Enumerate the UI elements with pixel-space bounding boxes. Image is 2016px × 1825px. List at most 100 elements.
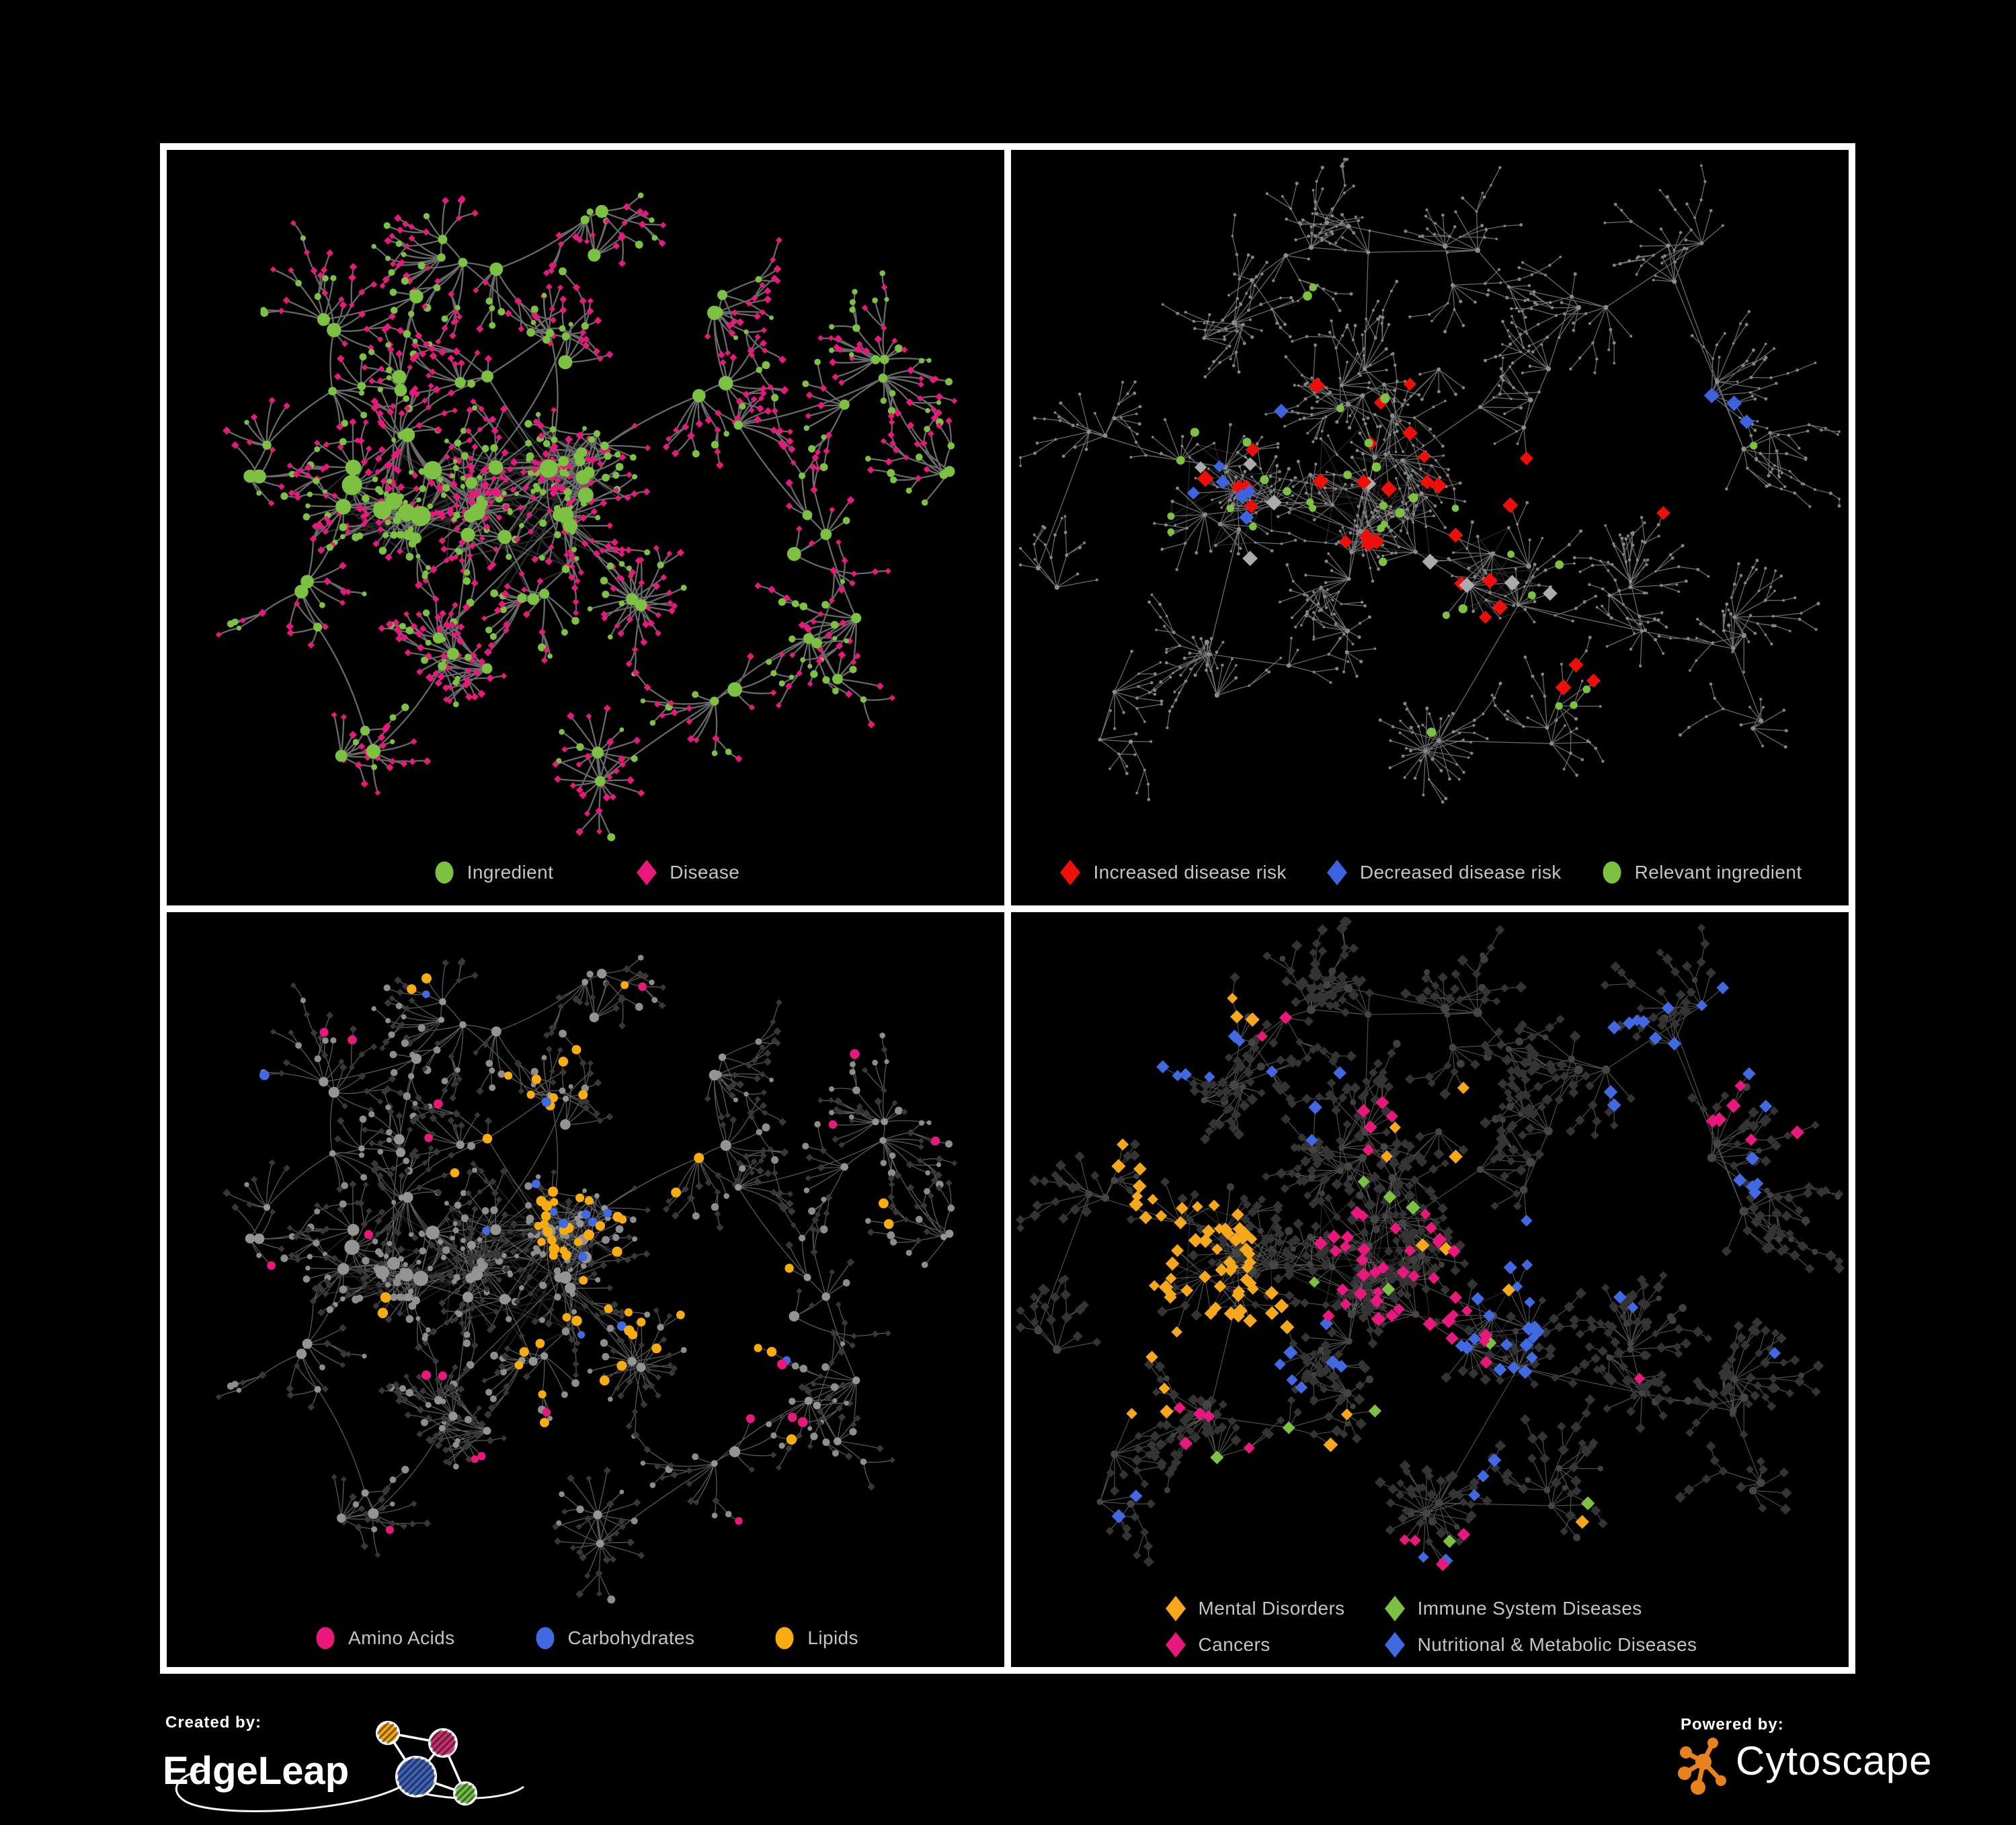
- hub-node: [1308, 473, 1313, 477]
- leaf-node: [452, 1109, 460, 1118]
- leaf-node: [1700, 164, 1703, 167]
- leaf-node: [362, 494, 370, 503]
- leaf-node: [503, 620, 511, 628]
- leaf-node: [1342, 633, 1346, 636]
- leaf-node: [1516, 442, 1519, 445]
- leaf-node: [1532, 290, 1536, 294]
- leaf-node: [1429, 991, 1440, 1002]
- leaf-node: [1150, 1430, 1161, 1442]
- leaf-node: [811, 1215, 819, 1223]
- leaf-node: [1441, 213, 1445, 217]
- leaf-node: [1393, 1039, 1401, 1048]
- hub-node: [402, 1191, 413, 1203]
- leaf-node: [808, 1301, 815, 1309]
- leaf-node: [1392, 1236, 1400, 1245]
- leaf-node: [536, 577, 544, 585]
- leaf-node: [1324, 581, 1328, 585]
- leaf-node: [1807, 423, 1811, 427]
- leaf-node: [571, 616, 579, 625]
- leaf-node: [773, 265, 782, 274]
- leaf-node: [1083, 541, 1086, 544]
- leaf-node: [1418, 372, 1422, 376]
- leaf-node: [1350, 440, 1353, 444]
- leaf-node: [1381, 544, 1385, 546]
- hub-node: [327, 323, 341, 337]
- leaf-node: [1535, 303, 1539, 307]
- leaf-node: [1412, 512, 1416, 516]
- leaf-node: [370, 403, 378, 412]
- leaf-node: [352, 533, 360, 542]
- leaf-node: [734, 414, 741, 421]
- hub-node: [263, 1203, 271, 1211]
- leaf-node: [395, 1209, 403, 1218]
- leaf-node: [363, 1272, 370, 1280]
- leaf-node: [619, 1489, 624, 1494]
- hub-node: [1556, 1464, 1562, 1471]
- leaf-node: [574, 556, 579, 561]
- leaf-node: [528, 1290, 534, 1297]
- hub-node: [1731, 646, 1736, 651]
- hub-node: [1201, 1096, 1207, 1104]
- leaf-node: [1237, 370, 1241, 374]
- leaf-node: [1338, 376, 1342, 380]
- leaf-node: [293, 1362, 300, 1369]
- leaf-node: [614, 495, 622, 502]
- leaf-node: [1494, 1142, 1504, 1153]
- leaf-node: [1219, 1240, 1227, 1248]
- leaf-node: [1400, 987, 1412, 999]
- leaf-node: [1341, 1084, 1353, 1095]
- hub-node: [434, 1395, 443, 1404]
- leaf-node: [1363, 1199, 1374, 1211]
- leaf-node: [1763, 1231, 1775, 1244]
- leaf-node: [522, 610, 530, 618]
- leaf-node: [385, 553, 393, 561]
- leaf-node: [1642, 257, 1646, 261]
- leaf-node: [618, 1021, 626, 1029]
- leaf-node: [1439, 717, 1443, 721]
- leaf-node: [518, 570, 525, 577]
- leaf-node: [571, 546, 577, 553]
- leaf-node: [437, 1238, 444, 1245]
- leaf-node: [477, 426, 483, 433]
- hub-node: [802, 510, 813, 520]
- legend-label: Increased disease risk: [1093, 861, 1287, 883]
- highlight-node: [1379, 501, 1387, 510]
- leaf-node: [358, 1504, 366, 1512]
- leaf-node: [457, 637, 464, 644]
- leaf-node: [1575, 727, 1578, 731]
- leaf-node: [1657, 635, 1661, 638]
- leaf-node: [470, 1160, 477, 1167]
- leaf-node: [1488, 591, 1492, 595]
- leaf-node: [1271, 307, 1274, 311]
- hub-node: [588, 436, 596, 444]
- hub-node: [1346, 223, 1351, 229]
- leaf-node: [624, 494, 631, 501]
- leaf-node: [1471, 610, 1476, 613]
- leaf-node: [1433, 504, 1437, 508]
- leaf-node: [1778, 469, 1781, 472]
- leaf-node: [624, 546, 633, 554]
- hub-node: [539, 588, 550, 599]
- leaf-node: [1285, 217, 1288, 221]
- leaf-node: [1178, 665, 1182, 670]
- leaf-node: [1262, 950, 1272, 961]
- leaf-node: [563, 488, 572, 496]
- leaf-node: [572, 598, 579, 606]
- leaf-node: [637, 192, 644, 198]
- leaf-node: [1309, 413, 1314, 417]
- leaf-node: [1318, 491, 1322, 495]
- highlight-node: [676, 1310, 685, 1320]
- leaf-node: [617, 233, 626, 242]
- leaf-node: [860, 696, 867, 703]
- leaf-node: [1708, 1388, 1719, 1400]
- leaf-node: [750, 396, 758, 403]
- leaf-node: [1348, 989, 1359, 1001]
- leaf-node: [1361, 1307, 1371, 1317]
- hub-node: [594, 776, 606, 787]
- leaf-node: [1414, 503, 1418, 508]
- leaf-node: [256, 1252, 262, 1258]
- leaf-node: [825, 1393, 833, 1402]
- leaf-node: [1723, 332, 1726, 335]
- leaf-node: [471, 579, 479, 587]
- leaf-node: [1458, 481, 1462, 485]
